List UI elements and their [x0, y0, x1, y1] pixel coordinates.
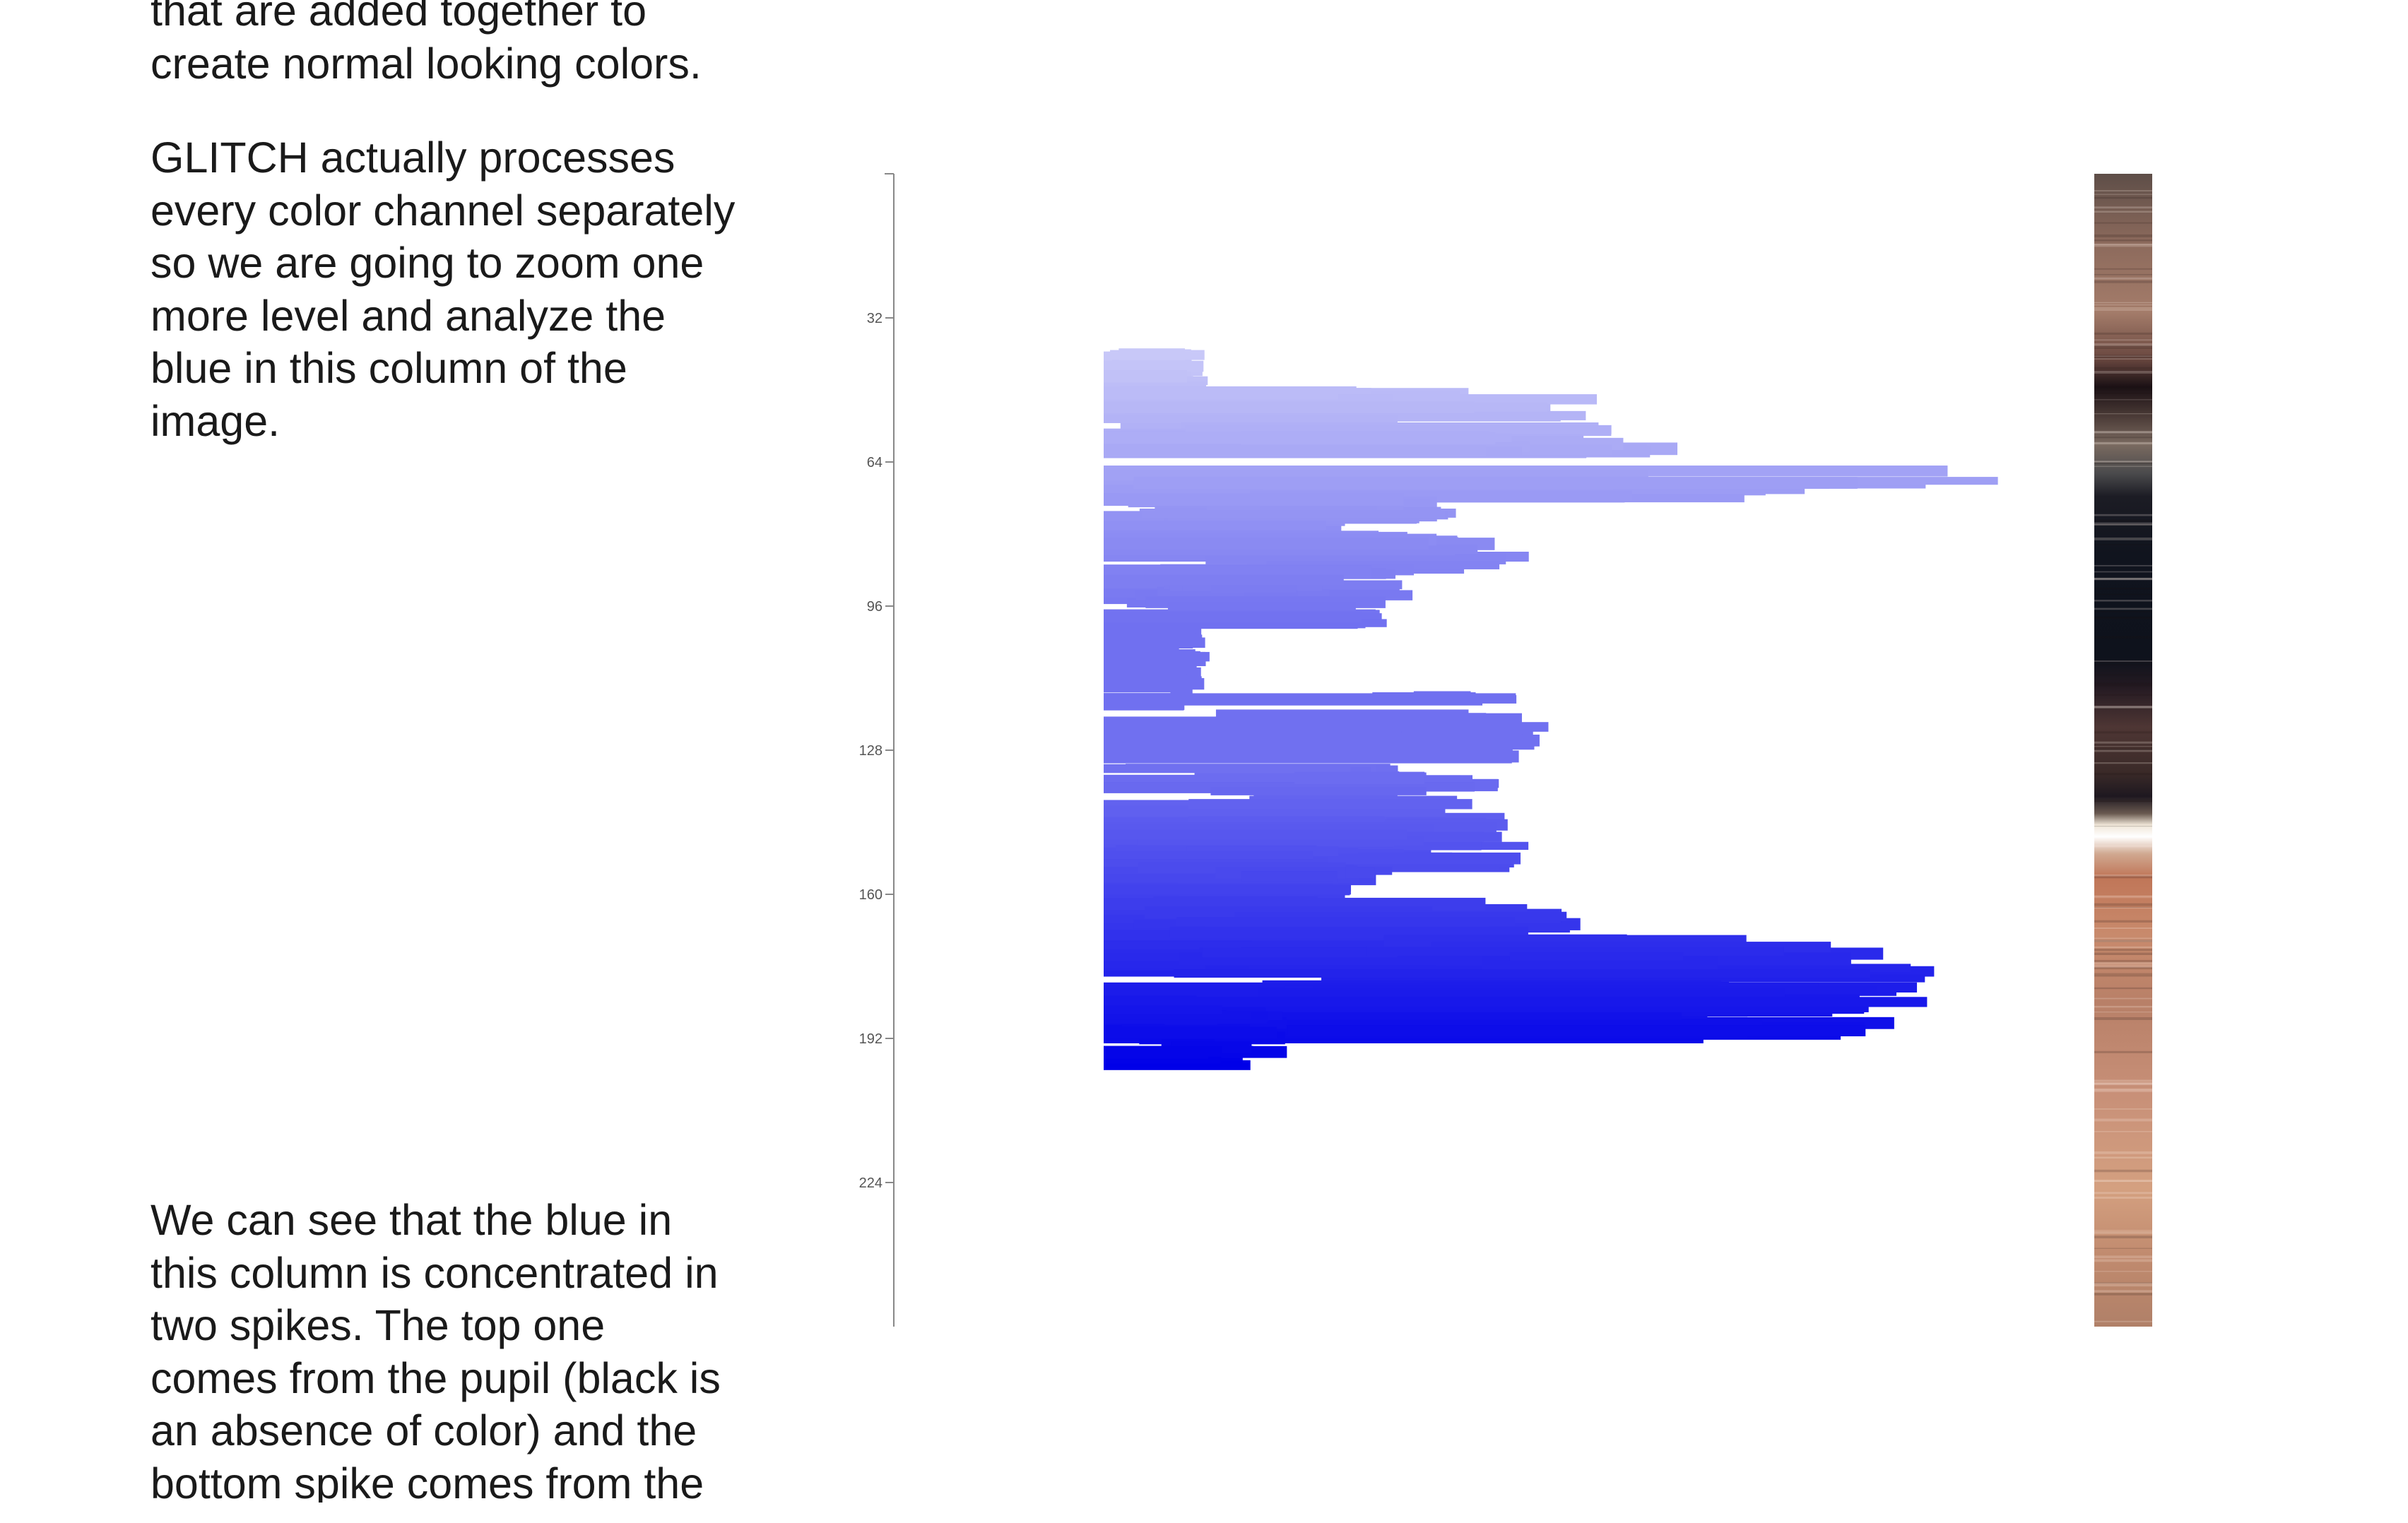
bar-153	[1211, 583, 1297, 593]
y-tick-label-128: 128	[859, 743, 883, 759]
blue-channel-chart: 32 64 96 128 160 192 224	[859, 173, 1998, 1327]
bar-40	[1104, 414, 1398, 423]
bar-41	[1104, 401, 1475, 413]
bar-200	[1111, 665, 1187, 676]
y-tick-label-192: 192	[859, 1031, 883, 1047]
bar-452	[1104, 1025, 1866, 1037]
bar-277	[1210, 787, 1427, 795]
bar-100	[1259, 506, 1376, 515]
y-tick-label-96: 96	[867, 599, 883, 615]
bar-424	[1509, 952, 1684, 961]
intro-paragraph-tail: that are added together to create normal…	[150, 0, 702, 88]
bar-414	[1174, 969, 1870, 978]
bar-155	[1104, 574, 1344, 586]
bar-18	[1119, 348, 1185, 361]
bar-488	[1104, 1045, 1222, 1057]
y-tick-label-32: 32	[867, 311, 883, 326]
bar-338	[1104, 851, 1314, 860]
bar-62	[1241, 432, 1496, 445]
bar-234	[1188, 694, 1482, 705]
bar-156	[1104, 612, 1362, 623]
bar-454	[1258, 988, 1786, 998]
bar-marks	[1104, 348, 1998, 1070]
bar-199	[1104, 633, 1177, 646]
bar-17	[1104, 360, 1204, 372]
blue-channel-paragraph: GLITCH actually processes every color ch…	[150, 134, 736, 445]
y-tick-label-224: 224	[859, 1175, 883, 1191]
bar-154	[1104, 619, 1387, 627]
bar-388	[1321, 974, 1925, 983]
y-axis-ticks: 32 64 96 128 160 192 224	[859, 311, 894, 1191]
bar-20	[1104, 370, 1187, 383]
bar-236	[1401, 727, 1469, 737]
bar-235	[1104, 743, 1507, 754]
bar-83	[1133, 477, 1858, 489]
y-tick-label-64: 64	[867, 455, 883, 470]
bar-382	[1176, 917, 1515, 927]
bar-37	[1104, 386, 1338, 400]
y-tick-label-160: 160	[859, 887, 883, 903]
bar-149	[1167, 602, 1356, 611]
bar-455	[1104, 997, 1928, 1007]
bar-301	[1104, 824, 1434, 832]
bar-103	[1104, 520, 1326, 531]
bar-346	[1241, 871, 1338, 882]
bar-279	[1294, 771, 1425, 784]
bar-283	[1188, 799, 1472, 810]
bar-198	[1104, 676, 1202, 687]
bar-196	[1152, 653, 1186, 663]
bar-98	[1104, 493, 1404, 506]
bar-269	[1104, 774, 1403, 783]
bar-233	[1104, 722, 1549, 732]
bar-104	[1142, 510, 1445, 518]
bar-282	[1188, 816, 1385, 825]
bar-307	[1104, 829, 1407, 840]
source-column-strip	[2094, 174, 2152, 1327]
bar-487	[1104, 1026, 1228, 1039]
bar-61	[1104, 444, 1487, 457]
spikes-explanation-paragraph: We can see that the blue in this column …	[150, 1196, 721, 1503]
bar-348	[1104, 885, 1351, 895]
bar-489	[1104, 1005, 1222, 1014]
bar-225	[1270, 752, 1489, 762]
bar-263	[1104, 764, 1351, 774]
bar-125	[1104, 538, 1429, 550]
